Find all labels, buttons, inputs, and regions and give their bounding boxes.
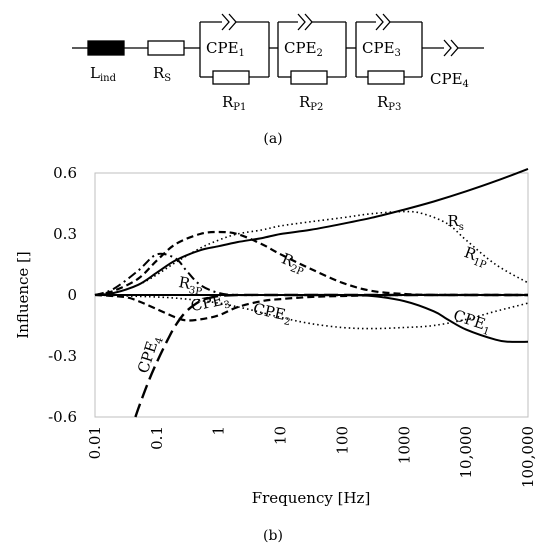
series-line-cpe2: [94, 294, 529, 330]
cpe1-label: CPE1: [206, 39, 245, 59]
y-tick-label: 0.3: [53, 225, 77, 243]
series-label-cpe2: CPE2: [251, 300, 293, 329]
inductor-element: [87, 40, 125, 56]
parallel-block-2: [277, 13, 347, 85]
series-label-cpe1: CPE1: [450, 306, 493, 338]
series-line-cpe3: [94, 293, 529, 322]
cpe3-label: CPE3: [362, 39, 401, 59]
x-tick-label: 0.01: [86, 426, 104, 459]
equivalent-circuit: [72, 13, 484, 85]
rp2-label: RP2: [299, 93, 323, 113]
circuit-labels: Lind RS CPE1 CPE2 CPE3 CPE4 RP1 RP2 RP3: [90, 39, 469, 113]
series-line-r2p: [94, 230, 528, 297]
rp3-label: RP3: [377, 93, 401, 113]
inductor-label: Lind: [90, 64, 117, 84]
influence-chart: 0.6 0.3 0 -0.3 -0.6 0.01 0.1 1 10 100 1000 10,000 1…: [14, 164, 537, 507]
series-line-cpe1: [95, 293, 529, 343]
y-axis-title: Influence []: [14, 251, 32, 339]
series-resistor-element: [147, 40, 185, 56]
series-line-cpe4: [134, 293, 528, 418]
x-tick-label: 10,000: [457, 426, 475, 479]
x-tick-label: 100: [333, 426, 351, 455]
cpe2-label: CPE2: [284, 39, 323, 59]
y-tick-label: 0.6: [53, 164, 77, 182]
y-tick-label: 0: [67, 286, 77, 304]
cpe4-label: CPE4: [430, 70, 469, 90]
cpe4-symbol: [443, 39, 452, 57]
x-tick-label: 1000: [395, 426, 413, 464]
series-label-r3p: R3P: [177, 273, 205, 298]
y-tick-label: -0.6: [48, 408, 77, 426]
parallel-block-1: [199, 13, 270, 85]
x-tick-label: 1: [210, 426, 228, 436]
panel-a-label: (a): [263, 131, 282, 147]
x-tick-label: 10: [272, 426, 290, 445]
x-tick-label: 0.1: [148, 426, 166, 450]
series-resistor-label: RS: [153, 64, 171, 84]
series-layer: [94, 167, 529, 418]
parallel-block-3: [355, 13, 423, 85]
series-label-rs: Rs: [448, 212, 464, 233]
series-label-r1p: R1P: [461, 243, 491, 271]
x-axis-title: Frequency [Hz]: [252, 489, 371, 507]
rp1-label: RP1: [222, 93, 246, 113]
y-tick-label: -0.3: [48, 347, 77, 365]
x-tick-label: 100,000: [519, 426, 537, 488]
x-tick-labels: 0.01 0.1 1 10 100 1000 10,000 100,000: [86, 426, 537, 488]
series-line-rs: [94, 167, 529, 296]
y-tick-labels: 0.6 0.3 0 -0.3 -0.6: [48, 164, 77, 426]
series-label-r2p: R2P: [278, 250, 309, 279]
panel-b-label: (b): [263, 528, 283, 544]
